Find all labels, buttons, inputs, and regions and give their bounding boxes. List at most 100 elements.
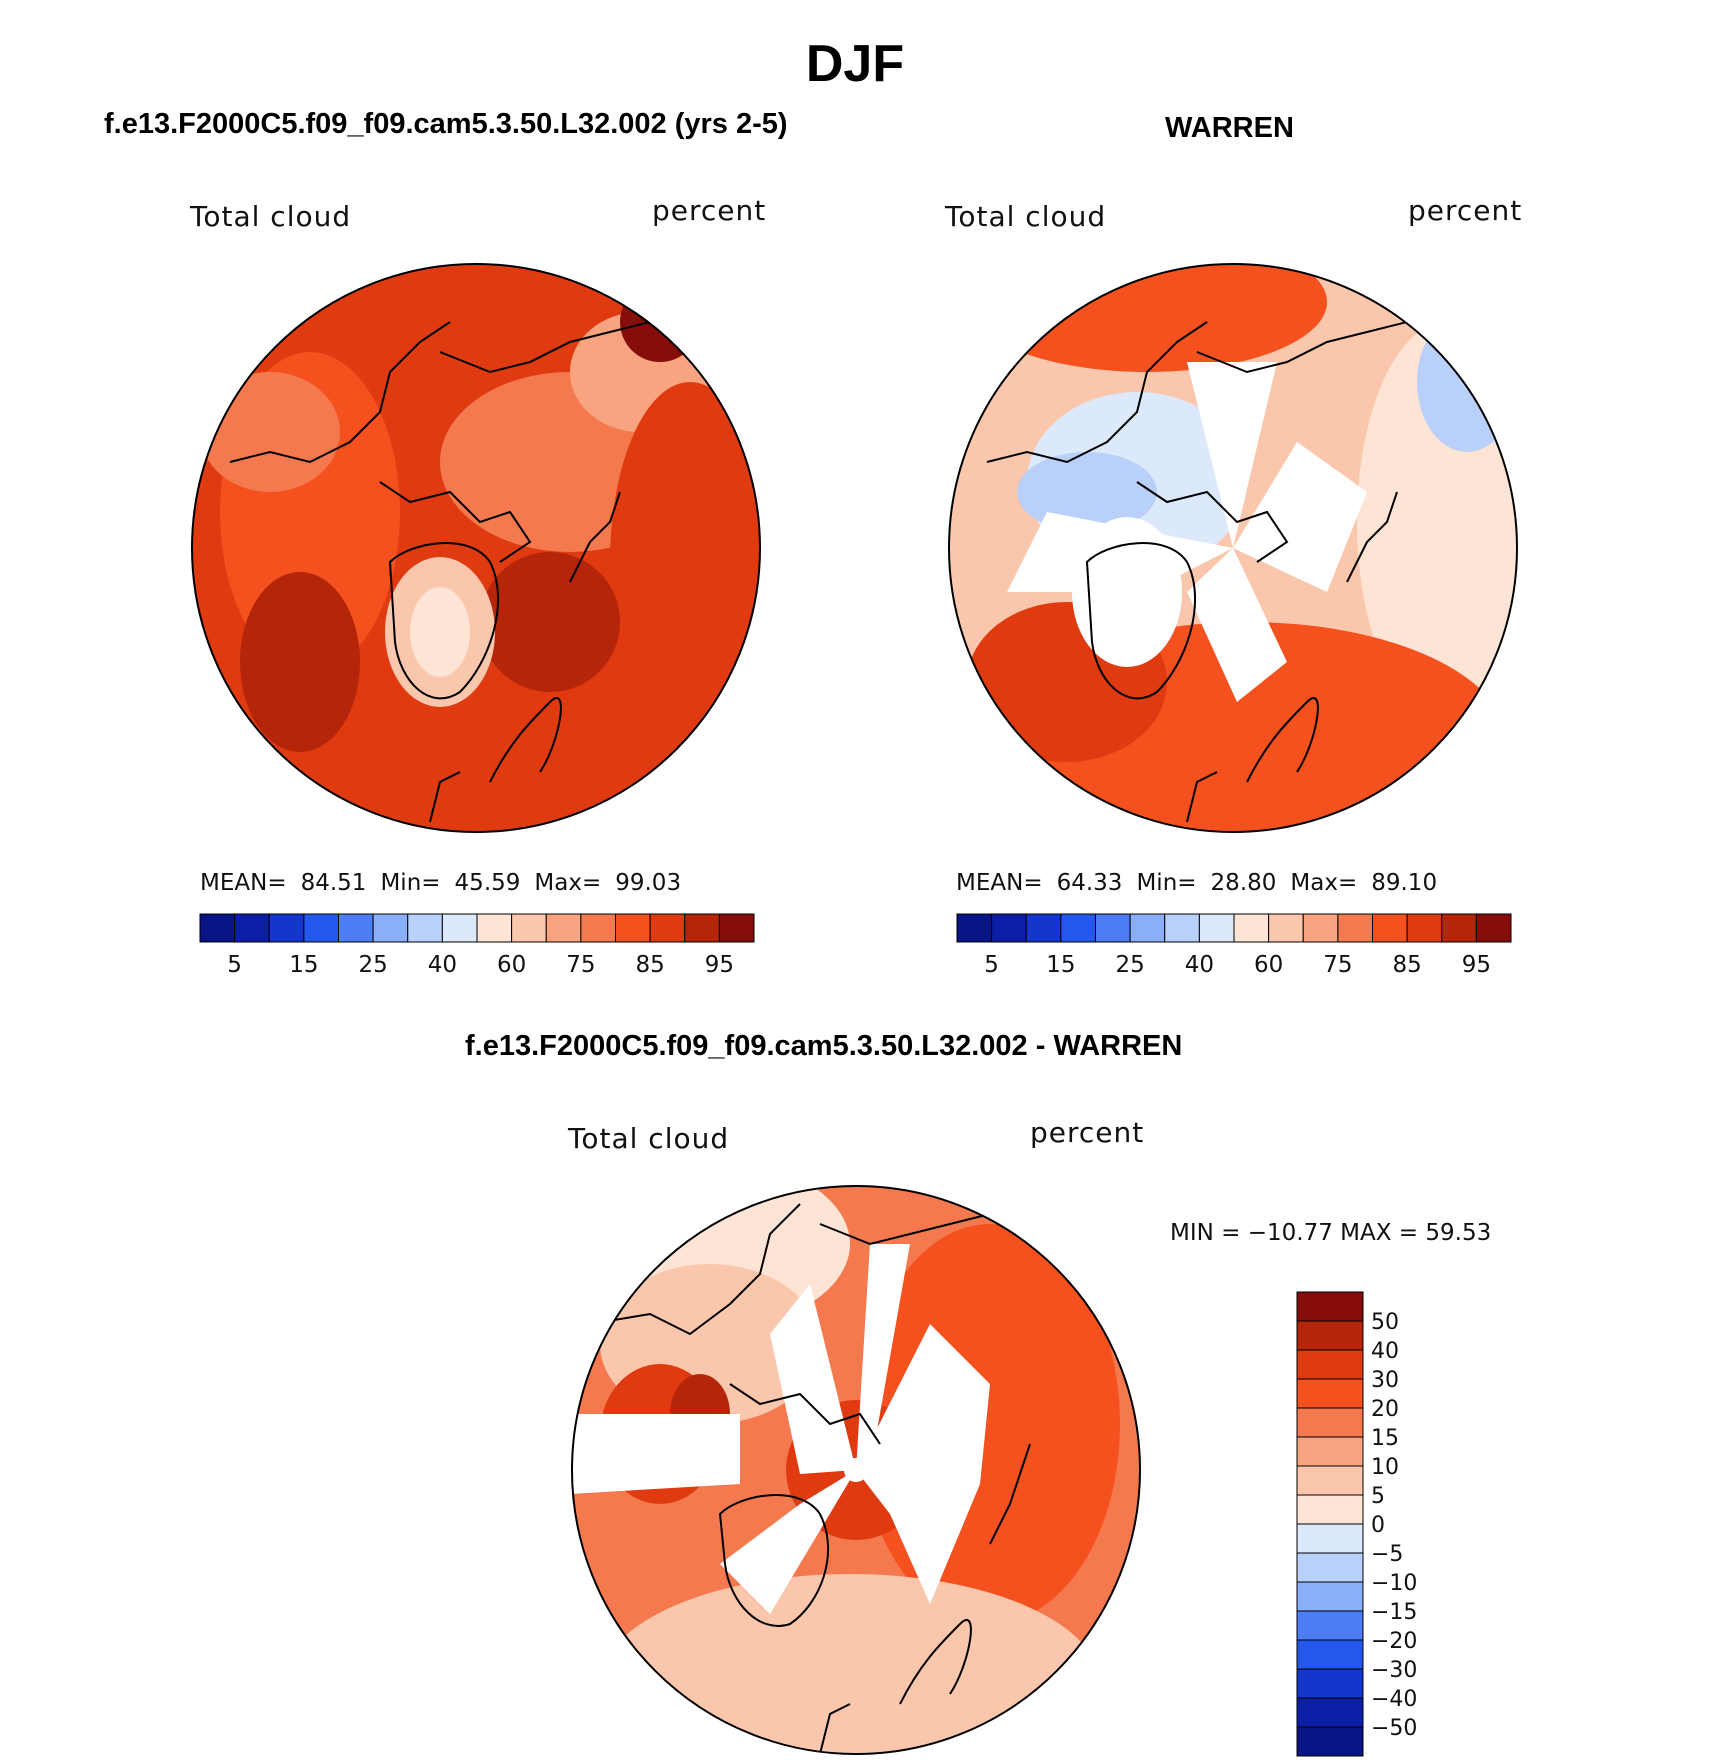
diff-colorbar-tick-label: −20 (1371, 1629, 1417, 1654)
model-colorbar-tick-label: 60 (497, 952, 526, 978)
figure-title: DJF (805, 35, 905, 93)
model-colorbar-box (649, 913, 686, 943)
diff-map-border (571, 1185, 1141, 1755)
model-colorbar-box (234, 913, 270, 943)
diff-colorbar-tick-label: −15 (1371, 1600, 1417, 1625)
obs-colorbar-box (1268, 913, 1304, 943)
diff-colorbar-tick-label: 30 (1371, 1368, 1399, 1393)
model-colorbar-box (615, 913, 651, 943)
model-mean-label: MEAN= (200, 870, 287, 896)
model-stats: MEAN= 84.51 Min= 45.59 Max= 99.03 (200, 870, 695, 896)
model-contour-region (620, 282, 700, 362)
obs-colorbar-box (1406, 913, 1443, 943)
diff-colorbar-tick-label: −30 (1371, 1658, 1417, 1683)
model-contour-region (610, 382, 760, 742)
model-colorbar-tick-label: 40 (428, 952, 457, 978)
model-colorbar-box (476, 913, 513, 943)
obs-polar-map (948, 263, 1518, 833)
obs-colorbar-box (1129, 913, 1166, 943)
obs-greenland (1072, 517, 1182, 667)
obs-missing-sector (1187, 548, 1287, 702)
obs-min-value: 28.80 (1210, 870, 1277, 896)
diff-polar-map (571, 1185, 1141, 1755)
diff-colorbar-tick-label: −10 (1371, 1571, 1417, 1596)
model-colorbar-tick-label: 5 (227, 952, 242, 978)
model-min-label: Min= (380, 870, 441, 896)
diff-colorbar-tick-label: 10 (1371, 1455, 1399, 1480)
diff-colorbar-box (1296, 1610, 1364, 1641)
obs-units-label: percent (1408, 194, 1523, 227)
obs-colorbar-box (1025, 913, 1062, 943)
diff-missing-sector (856, 1244, 910, 1470)
diff-missing-sector (856, 1324, 990, 1604)
model-coastlines (229, 301, 691, 823)
model-contour-region (240, 572, 360, 752)
obs-max-value: 89.10 (1371, 870, 1438, 896)
diff-colorbar-box (1296, 1697, 1364, 1728)
model-colorbar-box (511, 913, 547, 943)
model-colorbar-box (718, 913, 755, 943)
obs-max-label: Max= (1290, 870, 1358, 896)
diff-colorbar-box (1296, 1552, 1364, 1583)
obs-colorbar-tick-label: 25 (1115, 952, 1144, 978)
diff-colorbar-tick-label: 20 (1371, 1397, 1399, 1422)
obs-contour-region (1417, 312, 1517, 452)
diff-colorbar-tick-label: 0 (1371, 1513, 1385, 1538)
diff-colorbar-box (1296, 1726, 1364, 1757)
model-colorbar-box (407, 913, 443, 943)
obs-colorbar-box (1060, 913, 1096, 943)
obs-colorbar-box (991, 913, 1027, 943)
model-units-label: percent (652, 194, 767, 227)
obs-mean-label: MEAN= (956, 870, 1043, 896)
model-contour-region (480, 552, 620, 692)
diff-minmax: MIN = −10.77 MAX = 59.53 (1170, 1220, 1492, 1246)
obs-variable-label: Total cloud (945, 200, 1107, 233)
obs-colorbar-box (1198, 913, 1235, 943)
model-colorbar-tick-label: 15 (289, 952, 318, 978)
obs-colorbar-tick-label: 85 (1392, 952, 1421, 978)
model-colorbar-tick-label: 95 (705, 952, 734, 978)
model-colorbar-box (372, 913, 409, 943)
model-colorbar-box (545, 913, 582, 943)
obs-colorbar-box (1337, 913, 1373, 943)
obs-colorbar-tick-label: 15 (1046, 952, 1075, 978)
model-colorbar-box (684, 913, 720, 943)
obs-panel-title: WARREN (1165, 112, 1294, 144)
obs-colorbar: 5 15 25 40 60 75 85 95 (956, 913, 1512, 978)
obs-colorbar-box (1302, 913, 1339, 943)
model-variable-label: Total cloud (190, 200, 352, 233)
obs-map-border (948, 263, 1518, 833)
diff-colorbar-box (1296, 1291, 1364, 1322)
obs-min-label: Min= (1136, 870, 1197, 896)
obs-contour-region (1017, 452, 1157, 532)
model-mean-value: 84.51 (300, 870, 367, 896)
model-colorbar-tick-label: 75 (566, 952, 595, 978)
diff-colorbar-tick-label: −40 (1371, 1687, 1417, 1712)
diff-colorbar-tick-label: 5 (1371, 1484, 1385, 1509)
obs-colorbar-box (1372, 913, 1408, 943)
diff-colorbar-box (1296, 1407, 1364, 1438)
diff-colorbar-box (1296, 1494, 1364, 1525)
diff-colorbar-box (1296, 1581, 1364, 1612)
model-colorbar-box (303, 913, 339, 943)
diff-colorbar-tick-label: −5 (1371, 1542, 1403, 1567)
obs-colorbar-tick-label: 40 (1185, 952, 1214, 978)
model-colorbar-box (338, 913, 374, 943)
diff-colorbar-tick-label: 15 (1371, 1426, 1399, 1451)
diff-panel-title: f.e13.F2000C5.f09_f09.cam5.3.50.L32.002 … (465, 1030, 1183, 1062)
model-max-label: Max= (534, 870, 602, 896)
obs-colorbar-tick-label: 75 (1323, 952, 1352, 978)
obs-colorbar-tick-label: 95 (1462, 952, 1491, 978)
model-contour-region (200, 372, 340, 492)
diff-missing-sector (770, 1284, 856, 1474)
model-min-value: 45.59 (454, 870, 521, 896)
obs-colorbar-tick-label: 5 (984, 952, 999, 978)
diff-colorbar-box (1296, 1639, 1364, 1670)
model-max-value: 99.03 (615, 870, 682, 896)
diff-colorbar-box (1296, 1349, 1364, 1380)
obs-colorbar-tick-label: 60 (1254, 952, 1283, 978)
diff-colorbar-box (1296, 1465, 1364, 1496)
obs-colorbar-box (1164, 913, 1200, 943)
model-greenland-core (410, 587, 470, 677)
